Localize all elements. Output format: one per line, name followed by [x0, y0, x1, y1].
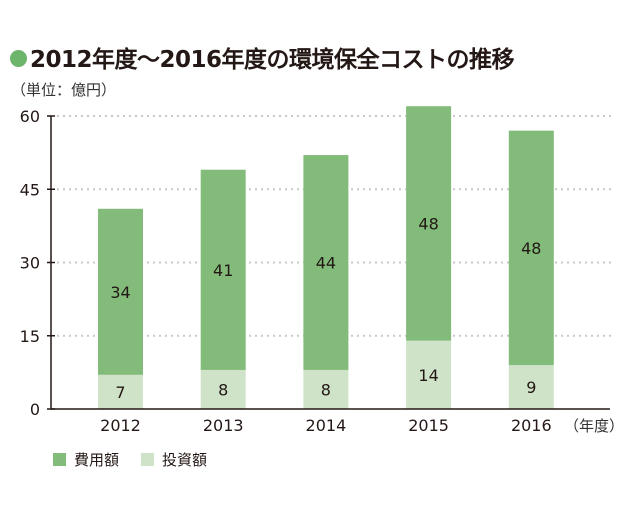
data-label: 41 — [213, 261, 233, 280]
data-label: 34 — [110, 283, 130, 302]
y-tick-label: 0 — [30, 400, 40, 419]
chart-title: 2012年度～2016年度の環境保全コストの推移 — [10, 40, 515, 74]
y-tick-label: 60 — [20, 107, 40, 126]
y-axis-unit-label: （単位：億円） — [11, 81, 117, 99]
title-bullet-icon — [10, 50, 27, 67]
bar-investment — [98, 374, 143, 409]
data-label: 7 — [115, 383, 125, 402]
legend: 費用額 投資額 — [53, 449, 229, 470]
x-tick-label: 2014 — [306, 416, 347, 435]
data-label: 9 — [526, 378, 536, 397]
legend-item-investment: 投資額 — [141, 449, 207, 470]
x-axis-label: （年度） — [564, 417, 624, 435]
legend-item-cost: 費用額 — [53, 449, 119, 470]
y-tick-label: 15 — [20, 327, 40, 346]
bar-investment — [508, 365, 554, 409]
x-tick-label: 2015 — [408, 416, 449, 435]
chart-title-text: 2012年度～2016年度の環境保全コストの推移 — [30, 47, 515, 73]
legend-swatch-investment — [141, 453, 155, 466]
bar-cost — [98, 208, 143, 375]
y-tick-label: 30 — [20, 254, 40, 273]
bar-investment — [406, 340, 452, 409]
legend-label-investment: 投資額 — [162, 451, 208, 469]
data-label: 8 — [218, 380, 228, 399]
x-tick-label: 2012 — [100, 416, 141, 435]
bar-investment — [303, 369, 349, 409]
data-label: 44 — [316, 254, 336, 273]
legend-swatch-cost — [53, 453, 66, 466]
x-tick-label: 2016 — [511, 416, 552, 435]
bar-cost — [508, 130, 554, 366]
bar-cost — [200, 169, 246, 370]
data-label: 48 — [521, 239, 541, 258]
legend-label-cost: 費用額 — [74, 451, 120, 469]
bar-cost — [303, 155, 349, 370]
y-tick-label: 45 — [20, 180, 40, 199]
bar-cost — [406, 106, 452, 341]
bar-investment — [200, 369, 246, 409]
data-label: 14 — [418, 366, 438, 385]
data-label: 8 — [321, 380, 331, 399]
data-label: 48 — [418, 214, 438, 233]
x-tick-label: 2013 — [203, 416, 244, 435]
